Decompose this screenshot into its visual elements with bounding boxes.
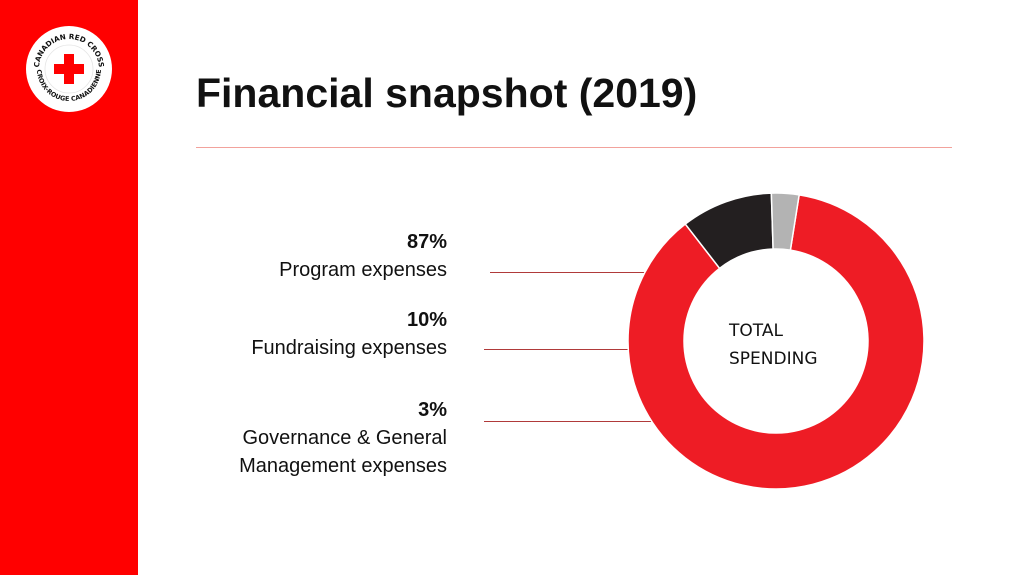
donut-slice-governance [770,192,801,251]
red-cross-logo: CANADIAN RED CROSS CROIX-ROUGE CANADIENN… [26,26,112,112]
legend-item-governance: 3% Governance & General Management expen… [239,396,447,480]
legend-percent: 87% [406,231,447,253]
legend-label: Fundraising expenses [251,337,447,359]
legend-label: Program expenses [279,259,447,281]
donut-slice-program [627,193,925,490]
page-title: Financial snapshot (2019) [196,70,698,116]
legend-percent: 10% [406,309,447,331]
legend-item-fundraising: 10% Fundraising expenses [251,306,447,362]
title-divider [196,147,952,148]
legend-label: Governance & General Management expenses [239,427,447,477]
leader-line-program [490,272,645,273]
legend-item-program: 87% Program expenses [279,228,447,284]
spending-donut-chart [627,192,925,490]
leader-line-governance [484,421,652,422]
sidebar-stripe: CANADIAN RED CROSS CROIX-ROUGE CANADIENN… [0,0,138,575]
donut-center-label: TOTAL SPENDING [729,321,818,369]
leader-line-fundraising [484,349,629,350]
legend-percent: 3% [418,399,447,421]
